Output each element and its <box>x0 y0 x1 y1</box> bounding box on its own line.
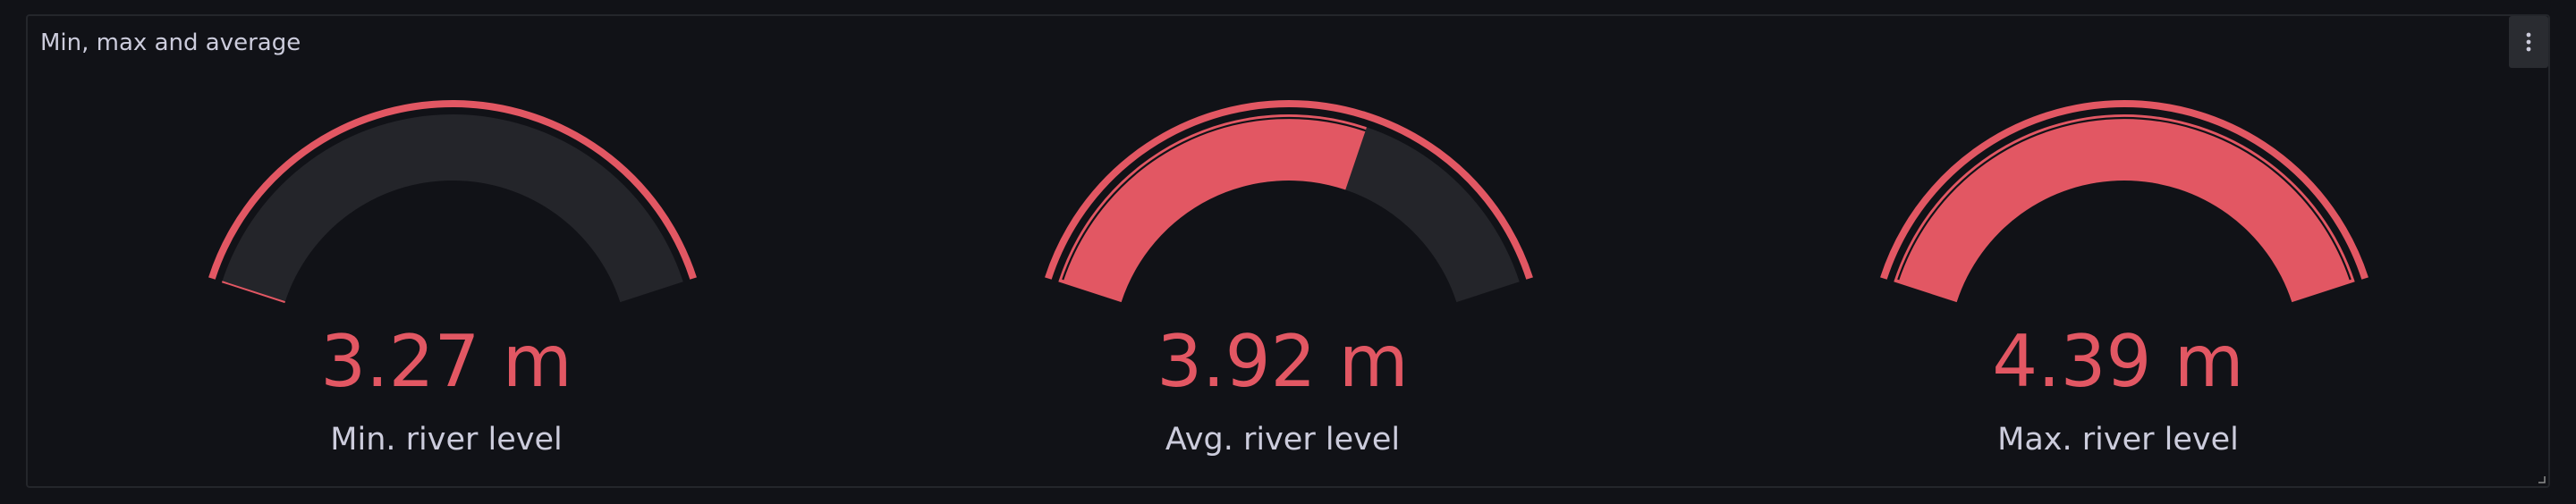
gauge-inner-rim <box>1062 116 1367 281</box>
gauge-label: Max. river level <box>1997 422 2239 458</box>
gauge-inner-rim <box>1897 116 2351 281</box>
gauge-arc <box>1045 100 1533 303</box>
panel-menu-button[interactable] <box>2509 16 2548 68</box>
gauge-label: Avg. river level <box>1165 422 1401 458</box>
gauge-min-marker <box>221 281 285 304</box>
gauge-arc <box>1880 100 2368 303</box>
gauge-value: 4.39 m <box>1992 320 2244 403</box>
gauge-value: 3.27 m <box>320 320 572 403</box>
gauge-arc <box>208 100 697 304</box>
kebab-vertical-icon <box>2526 32 2531 52</box>
gauges-row: 3.27 m Min. river level 3.92 m Avg. rive… <box>28 70 2548 486</box>
gauge-value: 3.92 m <box>1157 320 1409 403</box>
gauge-threshold-arc <box>208 100 697 280</box>
gauge-threshold-arc <box>1045 100 1533 280</box>
gauge-value-fill <box>1894 113 2355 303</box>
gauge-panel: Min, max and average 3.27 m Min. river l… <box>26 14 2550 488</box>
gauge-label: Min. river level <box>330 422 563 458</box>
gauge-track <box>222 113 683 303</box>
gauge-avg: 3.92 m Avg. river level <box>864 70 1701 486</box>
gauge-threshold-arc <box>1880 100 2368 280</box>
gauge-value-fill <box>1058 114 1367 303</box>
gauge-max: 4.39 m Max. river level <box>1699 70 2537 486</box>
panel-title: Min, max and average <box>40 29 301 56</box>
resize-handle-icon[interactable] <box>2537 475 2546 483</box>
gauge-min: 3.27 m Min. river level <box>28 70 865 486</box>
